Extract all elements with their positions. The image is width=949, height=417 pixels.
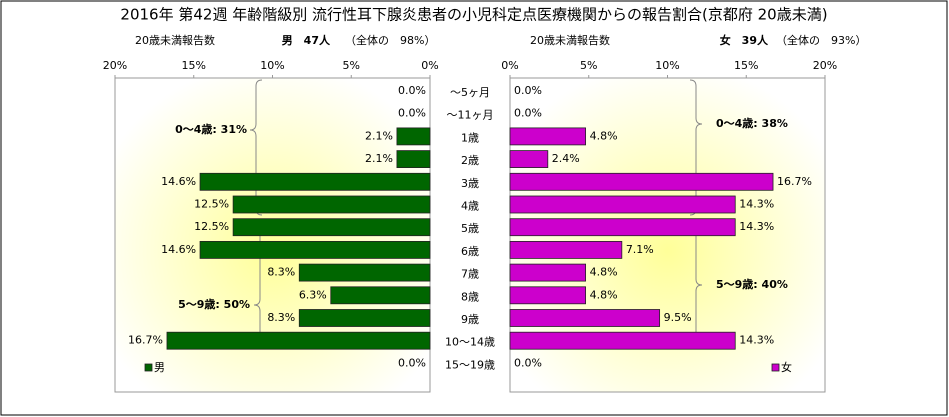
bar — [232, 218, 431, 237]
value-label: 9.5% — [664, 311, 692, 324]
value-label: 14.6% — [161, 243, 196, 256]
value-label: 4.8% — [590, 266, 618, 279]
category-label: 6歳 — [461, 245, 479, 258]
bar — [396, 150, 431, 169]
value-label: 8.3% — [267, 266, 295, 279]
value-label: 7.1% — [626, 243, 654, 256]
legend-label: 男 — [154, 361, 165, 374]
x-tick-label: 15% — [182, 59, 206, 72]
value-label: 14.6% — [161, 175, 196, 188]
value-label: 2.1% — [365, 152, 393, 165]
category-label: 3歳 — [461, 177, 479, 190]
category-label: 2歳 — [461, 154, 479, 167]
x-tick-label: 10% — [260, 59, 284, 72]
value-label: 2.1% — [365, 129, 393, 142]
value-label: 16.7% — [777, 175, 812, 188]
annotation: 0～4歳: 31% — [175, 122, 247, 136]
bar — [509, 218, 736, 237]
bar — [396, 127, 431, 146]
bar — [509, 263, 586, 282]
bar — [509, 195, 736, 214]
category-label: ～5ヶ月 — [450, 86, 490, 99]
chart-title: 2016年 第42週 年齢階級別 流行性耳下腺炎患者の小児科定点医療機関からの報… — [120, 6, 827, 24]
category-label: 15～19歳 — [445, 358, 495, 371]
value-label: 0.0% — [398, 107, 426, 120]
value-label: 0.0% — [514, 356, 542, 369]
x-tick-label: 20% — [103, 59, 127, 72]
x-tick-label: 20% — [813, 59, 837, 72]
value-label: 12.5% — [194, 198, 229, 211]
category-label: 7歳 — [461, 268, 479, 281]
bar — [509, 309, 661, 327]
header-share: （全体の 93%） — [776, 33, 866, 47]
value-label: 0.0% — [398, 356, 426, 369]
category-label: 8歳 — [461, 290, 479, 303]
bar — [298, 263, 431, 282]
value-label: 14.3% — [739, 198, 774, 211]
value-label: 14.3% — [739, 220, 774, 233]
header-label: 20歳未満報告数 — [530, 34, 610, 47]
bar — [509, 240, 623, 259]
bar — [199, 172, 431, 191]
value-label: 4.8% — [590, 288, 618, 301]
legend-label: 女 — [781, 360, 792, 374]
category-label: 9歳 — [461, 313, 479, 326]
bar — [509, 286, 586, 305]
bar — [509, 331, 736, 350]
bar — [509, 172, 774, 191]
value-label: 0.0% — [398, 84, 426, 97]
category-label: 10～14歳 — [445, 336, 495, 349]
value-label: 16.7% — [128, 334, 163, 347]
annotation: 5～9歳: 50% — [178, 297, 250, 311]
header-count: 男 47人 — [282, 33, 331, 47]
bar — [232, 195, 431, 214]
value-label: 0.0% — [514, 107, 542, 120]
category-label: ～11ヶ月 — [447, 109, 494, 122]
value-label: 4.8% — [590, 129, 618, 142]
bar — [199, 240, 431, 259]
header-label: 20歳未満報告数 — [135, 34, 215, 47]
x-tick-label: 15% — [734, 59, 758, 72]
category-label: 1歳 — [461, 131, 479, 144]
value-label: 8.3% — [267, 311, 295, 324]
x-tick-label: 0% — [421, 59, 438, 72]
bar — [166, 331, 431, 350]
x-tick-label: 5% — [580, 59, 597, 72]
x-tick-label: 10% — [655, 59, 679, 72]
bar — [298, 309, 431, 327]
bar — [330, 286, 431, 305]
category-label: 4歳 — [461, 200, 479, 213]
x-tick-label: 5% — [343, 59, 360, 72]
legend-swatch — [144, 363, 153, 372]
legend-swatch — [771, 363, 780, 372]
bar — [509, 127, 586, 146]
category-label: 5歳 — [461, 222, 479, 235]
annotation: 5～9歳: 40% — [716, 277, 788, 291]
value-label: 12.5% — [194, 220, 229, 233]
header-share: （全体の 98%） — [345, 33, 435, 47]
bar — [509, 150, 549, 169]
value-label: 0.0% — [514, 84, 542, 97]
value-label: 14.3% — [739, 334, 774, 347]
header-count: 女 39人 — [720, 33, 769, 47]
value-label: 6.3% — [299, 288, 327, 301]
annotation: 0～4歳: 38% — [716, 116, 788, 130]
x-tick-label: 0% — [501, 59, 518, 72]
value-label: 2.4% — [552, 152, 580, 165]
